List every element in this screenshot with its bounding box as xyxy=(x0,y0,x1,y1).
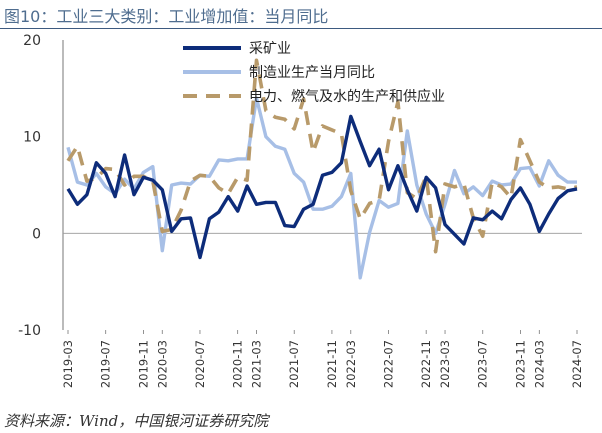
chart-axes: 20 10 0 -10 2019-03 2019-07 2019-11 2020-03 2020… xyxy=(18,33,584,388)
title-divider xyxy=(0,28,602,29)
y-tick-label: -10 xyxy=(18,323,41,339)
x-tick-label: 2020-03 xyxy=(155,340,169,388)
x-tick-label: 2021-03 xyxy=(250,340,264,388)
chart-title: 图10：工业三大类别：工业增加值：当月同比 xyxy=(4,7,329,26)
legend-label-1: 采矿业 xyxy=(249,41,291,57)
x-tick-label: 2023-11 xyxy=(513,340,527,388)
series-line-2 xyxy=(66,96,577,280)
x-tick-label: 2022-11 xyxy=(419,340,433,388)
series-line-3 xyxy=(66,58,578,254)
x-tick-label: 2023-03 xyxy=(438,340,452,388)
x-tick-label: 2020-07 xyxy=(193,340,207,388)
x-tick-label: 2021-11 xyxy=(325,340,339,388)
x-tick-label: 2020-11 xyxy=(231,340,245,388)
legend-label-3: 电力、燃气及水的生产和供应业 xyxy=(249,88,445,105)
source-note: 资料来源：Wind，中国银河证券研究院 xyxy=(4,412,269,430)
x-tick-label: 2023-07 xyxy=(476,340,490,388)
y-tick-label: 0 xyxy=(32,226,41,242)
series-line-1 xyxy=(66,114,578,260)
chart-series xyxy=(66,58,578,280)
x-tick-label: 2024-03 xyxy=(532,340,546,388)
x-tick-label: 2022-07 xyxy=(381,340,395,388)
legend-label-2: 制造业生产当月同比 xyxy=(249,65,375,81)
x-tick-label: 2019-03 xyxy=(61,340,75,388)
x-tick-label: 2021-07 xyxy=(287,340,301,388)
y-tick-label: 20 xyxy=(23,33,41,49)
x-tick-label: 2024-07 xyxy=(570,340,584,388)
y-tick-label: 10 xyxy=(23,130,41,146)
x-tick-label: 2019-11 xyxy=(136,340,150,388)
x-tick-label: 2019-07 xyxy=(99,340,113,388)
x-tick-label: 2022-03 xyxy=(344,340,358,388)
